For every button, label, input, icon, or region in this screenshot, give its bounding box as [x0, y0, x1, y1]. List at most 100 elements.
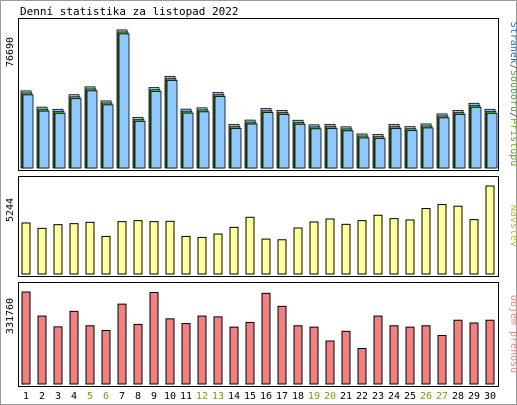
side-legend: Stránek/Souborů/Přístupů	[508, 22, 517, 167]
volume-bar-day-26	[421, 325, 431, 385]
x-tick-label-day-18: 18	[292, 391, 304, 402]
visits-bar-day-27	[437, 204, 447, 275]
x-tick-label-day-5: 5	[87, 391, 93, 402]
visits-bar-day-5	[85, 221, 95, 275]
pages-bar	[262, 112, 274, 169]
x-tick-label-day-20: 20	[324, 391, 336, 402]
volume-bar-day-24	[389, 325, 399, 385]
bar-group-day-27	[436, 113, 450, 169]
volume-bar-day-1	[21, 291, 31, 385]
bar-group-day-30	[484, 108, 498, 169]
volume-bar-day-16	[261, 292, 271, 385]
x-tick-label-day-17: 17	[276, 391, 288, 402]
volume-bar-day-21	[341, 330, 351, 385]
bar-group-day-20	[324, 124, 338, 169]
pages-bar	[294, 123, 306, 169]
bar-group-day-9	[148, 87, 162, 169]
visits-bar-day-16	[261, 238, 271, 275]
visits-bar-day-12	[197, 236, 207, 275]
bar-group-day-19	[308, 124, 322, 169]
volume-bar-day-2	[37, 315, 47, 385]
visits-bar-day-15	[245, 216, 255, 275]
volume-bar-day-15	[245, 321, 255, 385]
x-tick-label-day-4: 4	[71, 391, 77, 402]
x-tick-label-day-16: 16	[260, 391, 272, 402]
panel-volume: 331760 Objem přenosu	[5, 282, 517, 387]
x-tick-label-day-27: 27	[436, 391, 448, 402]
x-tick-label-day-29: 29	[468, 391, 480, 402]
pages-bar	[278, 114, 290, 169]
volume-bar-day-10	[165, 318, 175, 385]
volume-bar-day-12	[197, 315, 207, 385]
visits-bar-day-6	[101, 235, 111, 275]
y-max-label: 5244	[5, 198, 16, 222]
pages-bar	[214, 96, 226, 169]
x-tick-label-day-21: 21	[340, 391, 352, 402]
side-legend-item: Objem přenosu	[508, 295, 517, 373]
volume-bar-day-30	[485, 319, 495, 385]
x-axis-day-labels: 1 2 3 4 5 6 7 8 9 10 11 12 13 14 15 16 17 18 19 20 21 22 23 24 2…	[23, 391, 496, 402]
visits-bar-day-24	[389, 218, 399, 275]
pages-bar	[310, 128, 322, 169]
volume-bar-day-17	[277, 305, 287, 385]
x-tick-label-day-14: 14	[228, 391, 240, 402]
x-tick-label-day-22: 22	[356, 391, 368, 402]
volume-bar-day-22	[357, 348, 367, 385]
bar-group-day-16	[260, 108, 274, 169]
visits-bar-day-9	[149, 221, 159, 275]
volume-bar-day-3	[53, 326, 63, 385]
volume-bar-day-28	[453, 319, 463, 385]
pages-bar	[390, 128, 402, 169]
volume-bar-day-14	[229, 326, 239, 385]
side-legend-item: Návštěv	[508, 205, 517, 247]
panel-frame	[18, 282, 499, 387]
pages-bar	[374, 138, 386, 169]
bar-group-day-18	[292, 119, 306, 169]
pages-bar	[70, 98, 82, 169]
bar-group-day-13	[212, 92, 226, 169]
x-tick-label-day-1: 1	[23, 391, 29, 402]
visits-bar-day-10	[165, 220, 175, 275]
volume-bar-day-6	[101, 329, 111, 385]
visits-bar-day-7	[117, 221, 127, 275]
visits-bar-day-21	[341, 223, 351, 275]
visits-bar-day-17	[277, 239, 287, 275]
volume-bar-day-11	[181, 323, 191, 385]
x-tick-label-day-12: 12	[196, 391, 208, 402]
x-tick-label-day-15: 15	[244, 391, 256, 402]
visits-bar-day-19	[309, 221, 319, 275]
pages-bar	[230, 128, 242, 169]
bar-group-day-2	[36, 106, 50, 169]
volume-bar-day-23	[373, 315, 383, 385]
bar-group-day-6	[100, 100, 114, 169]
volume-bar-day-29	[469, 322, 479, 385]
x-tick-label-day-24: 24	[388, 391, 400, 402]
bar-group-day-10	[164, 76, 178, 169]
pages-bar	[38, 110, 50, 169]
bar-group-day-3	[52, 108, 66, 169]
visits-bar-day-23	[373, 214, 383, 275]
volume-bar-day-19	[309, 326, 319, 385]
pages-bar	[342, 130, 354, 169]
bar-group-day-7	[116, 29, 130, 169]
x-tick-label-day-11: 11	[180, 391, 192, 402]
pages-bar	[54, 112, 66, 169]
pages-bar	[198, 111, 210, 169]
x-tick-label-day-13: 13	[212, 391, 224, 402]
x-tick-label-day-23: 23	[372, 391, 384, 402]
pages-bar	[134, 120, 146, 169]
pages-bar	[358, 137, 370, 169]
visits-bar-day-28	[453, 205, 463, 275]
pages-bar	[438, 117, 450, 169]
bar-group-day-4	[68, 94, 82, 169]
x-tick-label-day-19: 19	[308, 391, 320, 402]
volume-bar-day-20	[325, 340, 335, 385]
bar-group-day-17	[276, 110, 290, 169]
volume-bar-day-9	[149, 291, 159, 385]
x-tick-label-day-25: 25	[404, 391, 416, 402]
volume-bar-day-8	[133, 323, 143, 385]
x-tick-label-day-30: 30	[484, 391, 496, 402]
